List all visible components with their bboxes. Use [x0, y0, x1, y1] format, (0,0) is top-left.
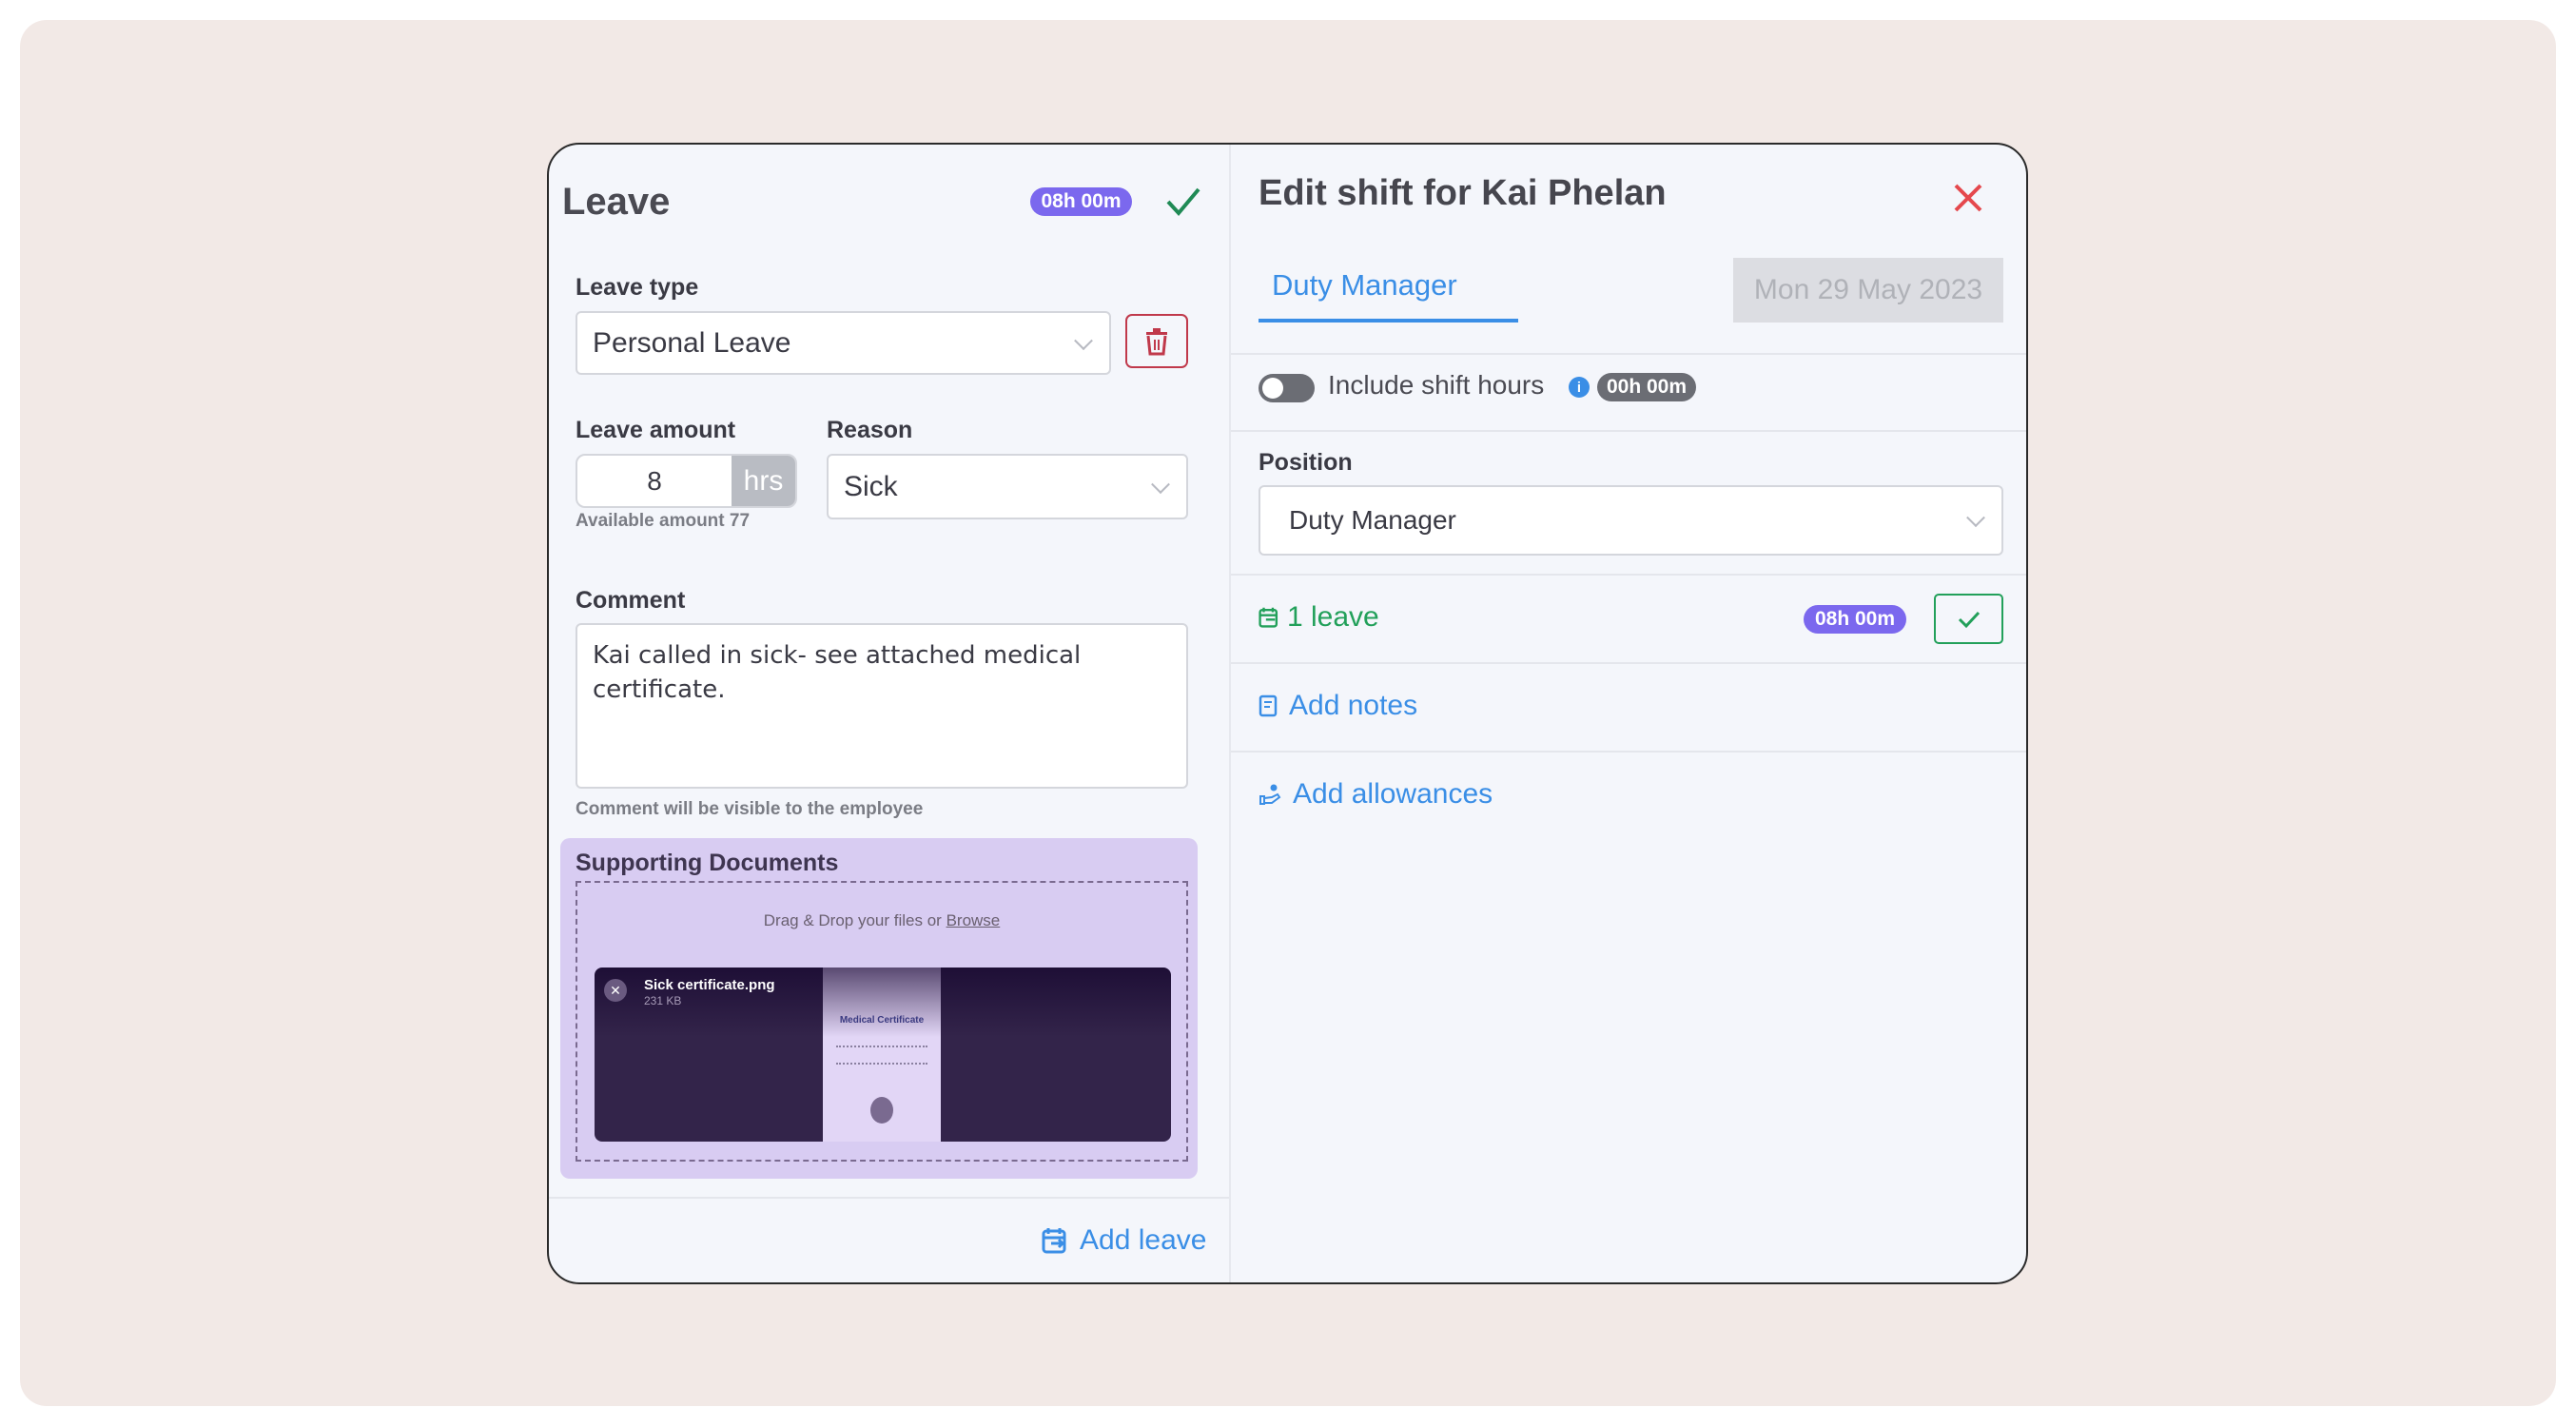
calendar-leave-icon	[1259, 607, 1278, 628]
divider	[549, 1197, 1229, 1199]
info-icon[interactable]: i	[1569, 377, 1590, 398]
file-size: 231 KB	[644, 994, 682, 1007]
chevron-down-icon	[1151, 474, 1170, 494]
trash-icon	[1146, 327, 1167, 355]
chevron-down-icon	[1074, 330, 1093, 350]
divider	[1231, 751, 2026, 753]
divider	[1231, 574, 2026, 576]
add-allowances-label: Add allowances	[1293, 778, 1493, 810]
close-icon[interactable]	[1953, 183, 1983, 213]
file-dropzone[interactable]: Drag & Drop your files or Browse Medical…	[576, 881, 1188, 1162]
leave-title: Leave	[562, 181, 671, 223]
edit-shift-dialog: Leave 08h 00m Leave type Personal Leave …	[547, 143, 2028, 1284]
tab-duty-manager[interactable]: Duty Manager	[1259, 268, 1518, 323]
leave-amount-label: Leave amount	[576, 417, 736, 443]
comment-textarea[interactable]: Kai called in sick- see attached medical…	[576, 623, 1188, 789]
dialog-title: Edit shift for Kai Phelan	[1259, 173, 1667, 213]
confirm-leave-button[interactable]	[1934, 594, 2003, 644]
position-label: Position	[1259, 449, 1353, 476]
leave-type-value: Personal Leave	[593, 326, 791, 359]
panel-divider	[1229, 145, 1231, 1282]
leave-count[interactable]: 1 leave	[1259, 601, 1379, 634]
add-leave-label: Add leave	[1080, 1224, 1207, 1256]
divider	[1231, 353, 2026, 355]
add-notes-button[interactable]: Add notes	[1259, 690, 1417, 722]
leave-type-select[interactable]: Personal Leave	[576, 311, 1111, 375]
notes-icon	[1259, 694, 1278, 717]
browse-link[interactable]: Browse	[946, 911, 1001, 929]
add-notes-label: Add notes	[1289, 690, 1418, 721]
reason-value: Sick	[844, 470, 898, 502]
include-shift-hours-label: Include shift hours	[1328, 370, 1545, 400]
file-name: Sick certificate.png	[644, 977, 775, 993]
supporting-documents-panel: Supporting Documents Drag & Drop your fi…	[560, 838, 1198, 1179]
leave-amount-value: 8	[647, 465, 662, 496]
calendar-leave-icon	[1042, 1228, 1066, 1254]
divider	[1231, 430, 2026, 432]
delete-leave-button[interactable]	[1125, 314, 1188, 368]
leave-amount-unit: hrs	[732, 456, 795, 506]
comment-label: Comment	[576, 587, 686, 614]
shift-date: Mon 29 May 2023	[1733, 258, 2003, 323]
divider	[1231, 662, 2026, 664]
add-allowances-button[interactable]: Add allowances	[1259, 778, 1493, 811]
comment-hint: Comment will be visible to the employee	[576, 799, 924, 819]
remove-file-icon[interactable]: ✕	[604, 979, 627, 1002]
leave-hours-badge: 08h 00m	[1804, 605, 1906, 634]
paperclip-icon	[870, 1097, 893, 1124]
supporting-documents-title: Supporting Documents	[576, 850, 839, 876]
include-shift-hours-toggle[interactable]	[1259, 374, 1315, 402]
available-amount: Available amount 77	[576, 511, 751, 531]
reason-label: Reason	[827, 417, 913, 443]
confirm-check-icon[interactable]	[1165, 186, 1201, 217]
position-value: Duty Manager	[1289, 505, 1456, 535]
certificate-thumbnail: Medical Certificate	[823, 968, 941, 1142]
position-select[interactable]: Duty Manager	[1259, 485, 2003, 556]
reason-select[interactable]: Sick	[827, 454, 1188, 519]
chevron-down-icon	[1966, 508, 1985, 528]
leave-hours-badge: 08h 00m	[1030, 187, 1132, 216]
check-icon	[1958, 611, 1980, 628]
allowance-icon	[1259, 784, 1281, 805]
add-leave-button[interactable]: Add leave	[1042, 1224, 1206, 1257]
drop-text: Drag & Drop your files or	[763, 911, 942, 929]
leave-amount-input[interactable]: 8 hrs	[576, 454, 797, 508]
shift-hours-badge: 00h 00m	[1597, 373, 1696, 401]
certificate-preview-title: Medical Certificate	[839, 1015, 925, 1026]
file-preview: Medical Certificate ✕ Sick certificate.p…	[595, 968, 1171, 1142]
leave-type-label: Leave type	[576, 274, 699, 301]
leave-count-label: 1 leave	[1287, 601, 1379, 633]
